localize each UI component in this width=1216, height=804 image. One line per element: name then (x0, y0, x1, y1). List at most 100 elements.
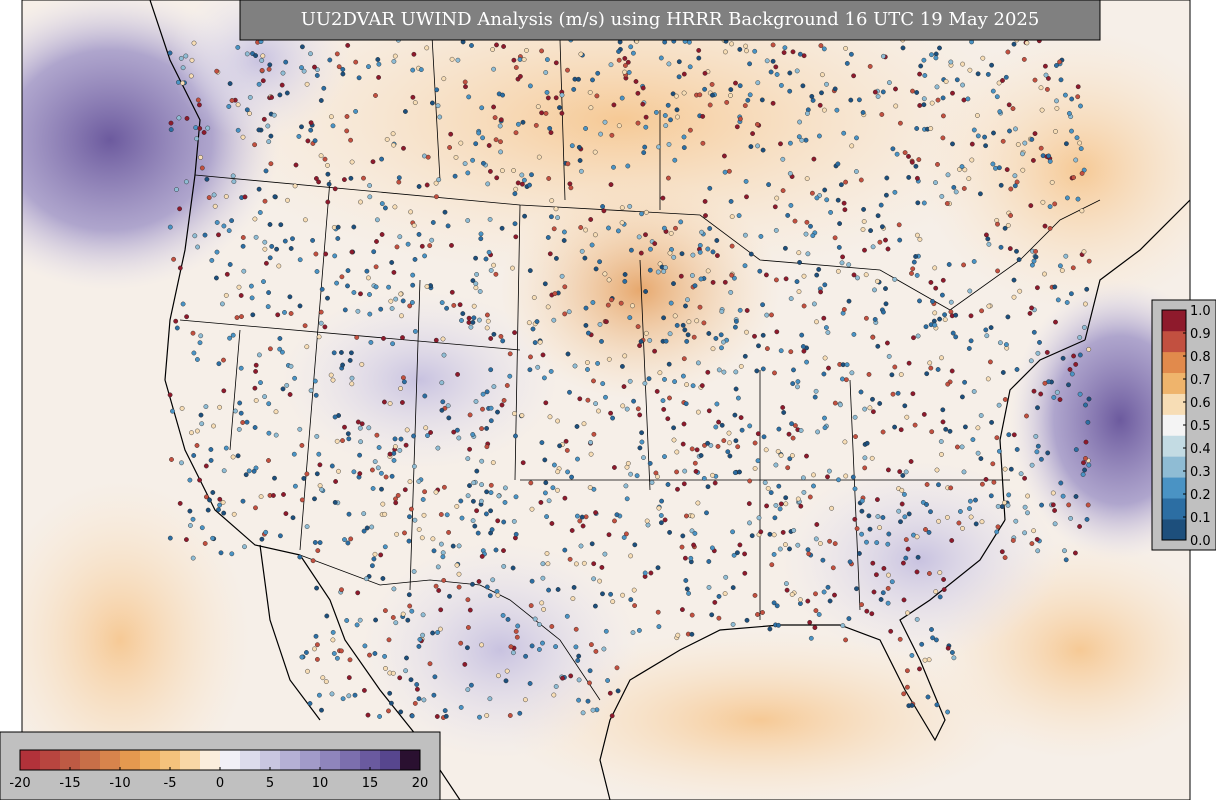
observation-dot (216, 507, 221, 513)
observation-dot (630, 303, 635, 309)
observation-dot (1045, 87, 1050, 92)
observation-dot (727, 453, 733, 459)
colorbar-tick-label: 10 (312, 776, 329, 791)
observation-dot (702, 86, 707, 92)
observation-dot (906, 153, 911, 159)
observation-dot (568, 673, 574, 679)
observation-dot (697, 249, 703, 255)
observation-dot (365, 275, 371, 281)
observation-dot (825, 474, 830, 480)
observation-dot (733, 324, 738, 330)
observation-dot (253, 234, 259, 240)
observation-dot (373, 284, 379, 290)
observation-dot (635, 90, 641, 96)
observation-dot (471, 480, 477, 486)
observation-dot (403, 668, 408, 674)
observation-dot (910, 391, 916, 397)
observation-dot (528, 603, 534, 608)
observation-dot (266, 430, 272, 436)
observation-dot (330, 123, 336, 129)
observation-dot (1029, 136, 1035, 142)
observation-dot (240, 235, 246, 240)
observation-dot (203, 404, 209, 409)
observation-dot (1078, 103, 1083, 109)
observation-dot (881, 53, 886, 59)
observation-dot (310, 558, 316, 564)
observation-dot (948, 309, 954, 315)
observation-dot (470, 319, 476, 325)
observation-dot (996, 402, 1002, 408)
observation-dot (710, 92, 715, 98)
observation-dot (861, 219, 867, 224)
observation-dot (419, 243, 425, 249)
observation-dot (611, 102, 617, 108)
observation-dot (361, 688, 367, 693)
colorbar-segment (1162, 498, 1186, 520)
observation-dot (379, 201, 385, 207)
observation-dot (639, 439, 645, 445)
observation-dot (194, 136, 200, 142)
observation-dot (829, 505, 834, 511)
observation-dot (396, 179, 402, 185)
observation-dot (425, 433, 430, 438)
observation-dot (591, 431, 597, 437)
observation-dot (875, 497, 880, 502)
observation-dot (285, 197, 290, 203)
observation-dot (603, 394, 608, 400)
observation-dot (529, 643, 535, 649)
observation-dot (292, 183, 298, 189)
observation-dot (367, 311, 373, 317)
observation-dot (370, 486, 376, 491)
observation-dot (490, 460, 496, 465)
observation-dot (361, 528, 367, 534)
observation-dot (1025, 510, 1030, 516)
observation-dot (975, 450, 981, 456)
observation-dot (535, 104, 541, 110)
observation-dot (899, 487, 905, 493)
observation-dot (346, 675, 352, 680)
observation-dot (207, 497, 212, 503)
observation-dot (431, 692, 437, 698)
observation-dot (721, 438, 727, 443)
observation-dot (543, 400, 549, 406)
observation-dot (236, 284, 242, 290)
observation-dot (562, 547, 568, 553)
observation-dot (411, 433, 416, 439)
observation-dot (199, 525, 205, 531)
observation-dot (827, 598, 833, 604)
observation-dot (199, 421, 205, 427)
observation-dot (778, 452, 784, 458)
observation-dot (605, 678, 610, 683)
observation-dot (764, 312, 770, 318)
observation-dot (375, 57, 381, 62)
observation-dot (871, 409, 876, 415)
observation-dot (840, 254, 845, 260)
observation-dot (769, 562, 775, 568)
observation-dot (608, 62, 614, 68)
observation-dot (371, 249, 377, 255)
observation-dot (177, 500, 183, 506)
observation-dot (373, 617, 378, 623)
observation-dot (539, 48, 544, 54)
observation-dot (382, 205, 388, 211)
observation-dot (610, 415, 615, 421)
observation-dot (188, 73, 194, 79)
observation-dot (1063, 253, 1069, 259)
observation-dot (913, 163, 919, 169)
observation-dot (221, 223, 227, 229)
observation-dot (470, 581, 475, 587)
observation-dot (917, 103, 923, 108)
observation-dot (776, 483, 782, 489)
observation-dot (838, 402, 843, 408)
observation-dot (818, 43, 824, 48)
observation-dot (449, 289, 455, 295)
observation-dot (1069, 128, 1074, 134)
observation-dot (563, 438, 569, 444)
observation-dot (953, 312, 959, 318)
observation-dot (921, 411, 927, 417)
observation-dot (578, 51, 584, 57)
observation-dot (322, 324, 328, 330)
observation-dot (1066, 382, 1071, 388)
observation-dot (799, 137, 805, 143)
observation-dot (737, 469, 742, 475)
